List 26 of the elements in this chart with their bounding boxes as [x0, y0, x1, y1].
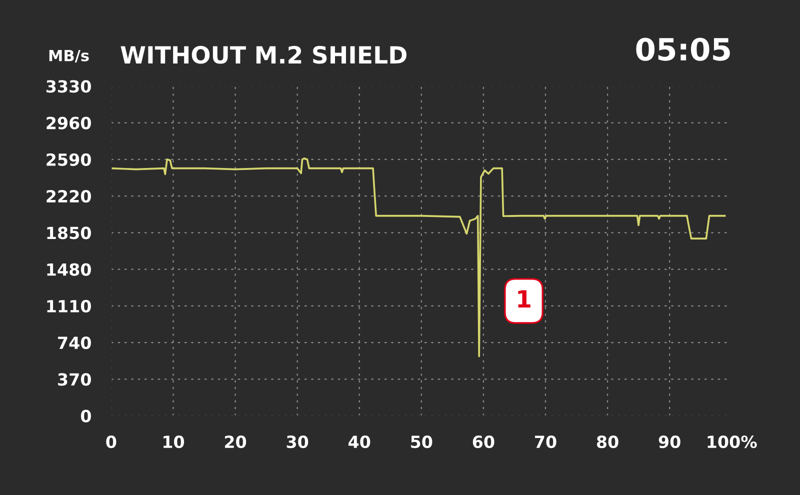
line-series — [111, 157, 726, 358]
x-tick-label: 50 — [411, 436, 432, 448]
x-tick-label: 80 — [596, 436, 618, 448]
x-tick-label: 70 — [535, 436, 556, 448]
y-tick-label: 1850 — [47, 226, 91, 240]
y-axis-title: MB/s — [49, 50, 89, 63]
x-tick-label: 60 — [472, 436, 494, 448]
y-tick-label: 1110 — [47, 300, 91, 312]
annotation: 1 — [518, 290, 530, 308]
x-tick-label: 30 — [286, 436, 308, 448]
y-tick-label: 2590 — [46, 153, 91, 166]
y-tick-label: 2220 — [46, 190, 91, 203]
y-tick-label: 2960 — [46, 116, 91, 130]
x-tick-label: 0 — [106, 436, 116, 448]
y-tick-label: 0 — [80, 410, 91, 422]
x-tick-label: 90 — [658, 436, 680, 448]
x-tick-label: 100% — [708, 436, 757, 448]
y-tick-label: 3330 — [46, 80, 91, 93]
x-tick-label: 10 — [164, 436, 184, 448]
chart-title: WITHOUT M.2 SHIELD — [120, 46, 406, 64]
x-tick-label: 20 — [225, 436, 246, 448]
y-tick-label: 1480 — [47, 263, 91, 276]
x-tick-label: 40 — [348, 436, 370, 448]
y-tick-label: 370 — [58, 373, 91, 386]
text: 05:05 — [636, 38, 730, 61]
y-tick-label: 740 — [58, 336, 91, 350]
